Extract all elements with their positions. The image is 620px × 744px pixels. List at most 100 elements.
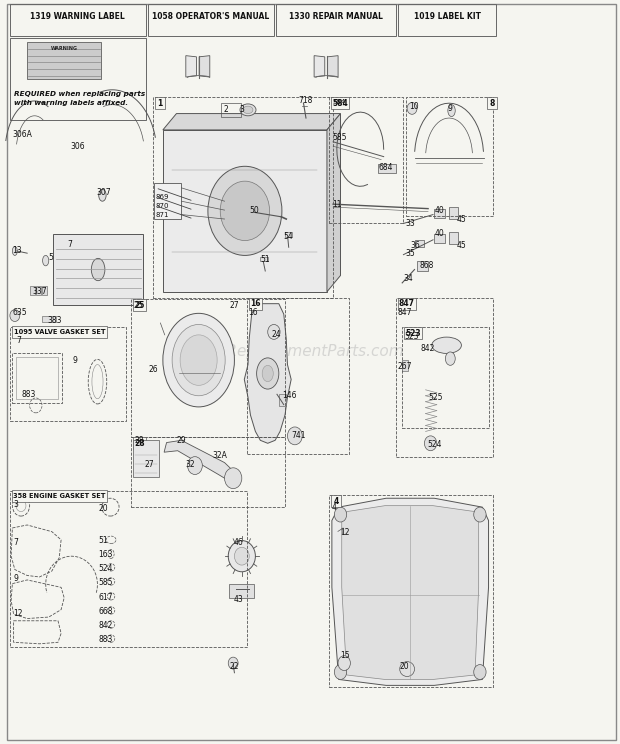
Bar	[229, 584, 254, 597]
Text: 33: 33	[406, 219, 415, 228]
Bar	[329, 496, 494, 687]
Text: 9: 9	[448, 104, 453, 113]
Polygon shape	[199, 56, 210, 77]
Text: 585: 585	[332, 133, 347, 142]
Bar	[221, 103, 241, 118]
Bar	[154, 183, 182, 219]
Bar	[329, 97, 404, 223]
Text: 40: 40	[434, 205, 444, 214]
Text: 668: 668	[98, 606, 113, 615]
Ellipse shape	[432, 337, 461, 353]
Text: 307: 307	[96, 187, 111, 197]
Text: 842: 842	[98, 621, 112, 630]
Bar	[10, 491, 247, 647]
Text: 883: 883	[21, 390, 35, 399]
Polygon shape	[327, 56, 338, 77]
Text: 383: 383	[47, 315, 61, 324]
Polygon shape	[327, 114, 340, 292]
Bar	[331, 496, 340, 507]
Text: 883: 883	[98, 635, 112, 644]
Text: 27: 27	[229, 301, 239, 310]
Bar	[449, 232, 458, 244]
Bar	[133, 440, 159, 478]
Circle shape	[187, 457, 202, 475]
Text: 684: 684	[379, 163, 393, 173]
Text: 741: 741	[291, 431, 306, 440]
Bar	[434, 208, 445, 217]
Text: 871: 871	[156, 211, 169, 217]
Circle shape	[474, 664, 486, 679]
Polygon shape	[163, 130, 327, 292]
Bar	[27, 42, 101, 79]
Ellipse shape	[91, 258, 105, 280]
Circle shape	[425, 436, 436, 451]
Text: 27: 27	[144, 460, 154, 469]
Ellipse shape	[257, 358, 279, 389]
Ellipse shape	[262, 365, 273, 382]
Bar	[10, 4, 146, 36]
Text: 45: 45	[456, 214, 466, 223]
Circle shape	[474, 507, 486, 522]
Text: 617: 617	[98, 592, 113, 601]
Ellipse shape	[180, 335, 217, 385]
Text: 12: 12	[14, 609, 23, 618]
Ellipse shape	[99, 189, 106, 201]
Text: 525: 525	[428, 393, 443, 402]
Text: eReplacementParts.com: eReplacementParts.com	[218, 344, 404, 359]
Text: 585: 585	[98, 577, 113, 587]
Circle shape	[288, 427, 303, 445]
Text: 43: 43	[233, 594, 243, 603]
Ellipse shape	[445, 352, 455, 365]
Text: 46: 46	[233, 539, 243, 548]
Circle shape	[208, 167, 282, 255]
Bar	[247, 298, 349, 454]
Text: 16: 16	[250, 299, 260, 308]
Text: 36: 36	[411, 241, 420, 250]
Text: 584: 584	[332, 99, 348, 108]
Bar	[402, 327, 489, 429]
Text: 10: 10	[410, 102, 419, 111]
Text: 847: 847	[398, 308, 412, 317]
Bar	[133, 437, 146, 449]
Bar	[434, 234, 445, 243]
Bar	[133, 299, 146, 311]
Text: 146: 146	[283, 391, 297, 400]
Bar	[449, 207, 458, 219]
Bar	[415, 240, 425, 247]
Text: 3: 3	[239, 106, 244, 115]
Bar	[249, 298, 262, 310]
Text: 51: 51	[98, 536, 108, 545]
Text: 9: 9	[73, 356, 78, 365]
Polygon shape	[164, 440, 237, 484]
Text: 523: 523	[405, 329, 421, 338]
Bar	[279, 394, 286, 406]
Bar	[148, 4, 274, 36]
Text: 584: 584	[332, 100, 346, 106]
Circle shape	[228, 657, 238, 669]
Polygon shape	[244, 304, 291, 443]
Text: 3: 3	[14, 500, 19, 509]
Ellipse shape	[240, 104, 256, 116]
Bar	[402, 360, 409, 371]
Text: 1: 1	[157, 99, 162, 108]
Text: 11: 11	[332, 199, 342, 208]
Text: 337: 337	[32, 287, 46, 296]
Polygon shape	[332, 498, 489, 685]
Bar	[12, 353, 62, 403]
Polygon shape	[186, 56, 197, 77]
Text: 28: 28	[134, 439, 144, 448]
Bar	[331, 97, 349, 109]
Circle shape	[334, 664, 347, 679]
Ellipse shape	[243, 106, 253, 114]
Bar	[16, 357, 58, 399]
Bar	[30, 286, 35, 295]
Text: 7: 7	[67, 240, 72, 248]
Text: 9: 9	[14, 574, 19, 583]
Text: 12: 12	[340, 528, 350, 537]
Ellipse shape	[228, 541, 255, 571]
Bar	[42, 315, 56, 321]
Text: 25: 25	[135, 301, 144, 310]
Text: 2: 2	[223, 106, 228, 115]
Text: 306: 306	[70, 143, 85, 152]
Text: 358 ENGINE GASKET SET: 358 ENGINE GASKET SET	[13, 493, 106, 499]
